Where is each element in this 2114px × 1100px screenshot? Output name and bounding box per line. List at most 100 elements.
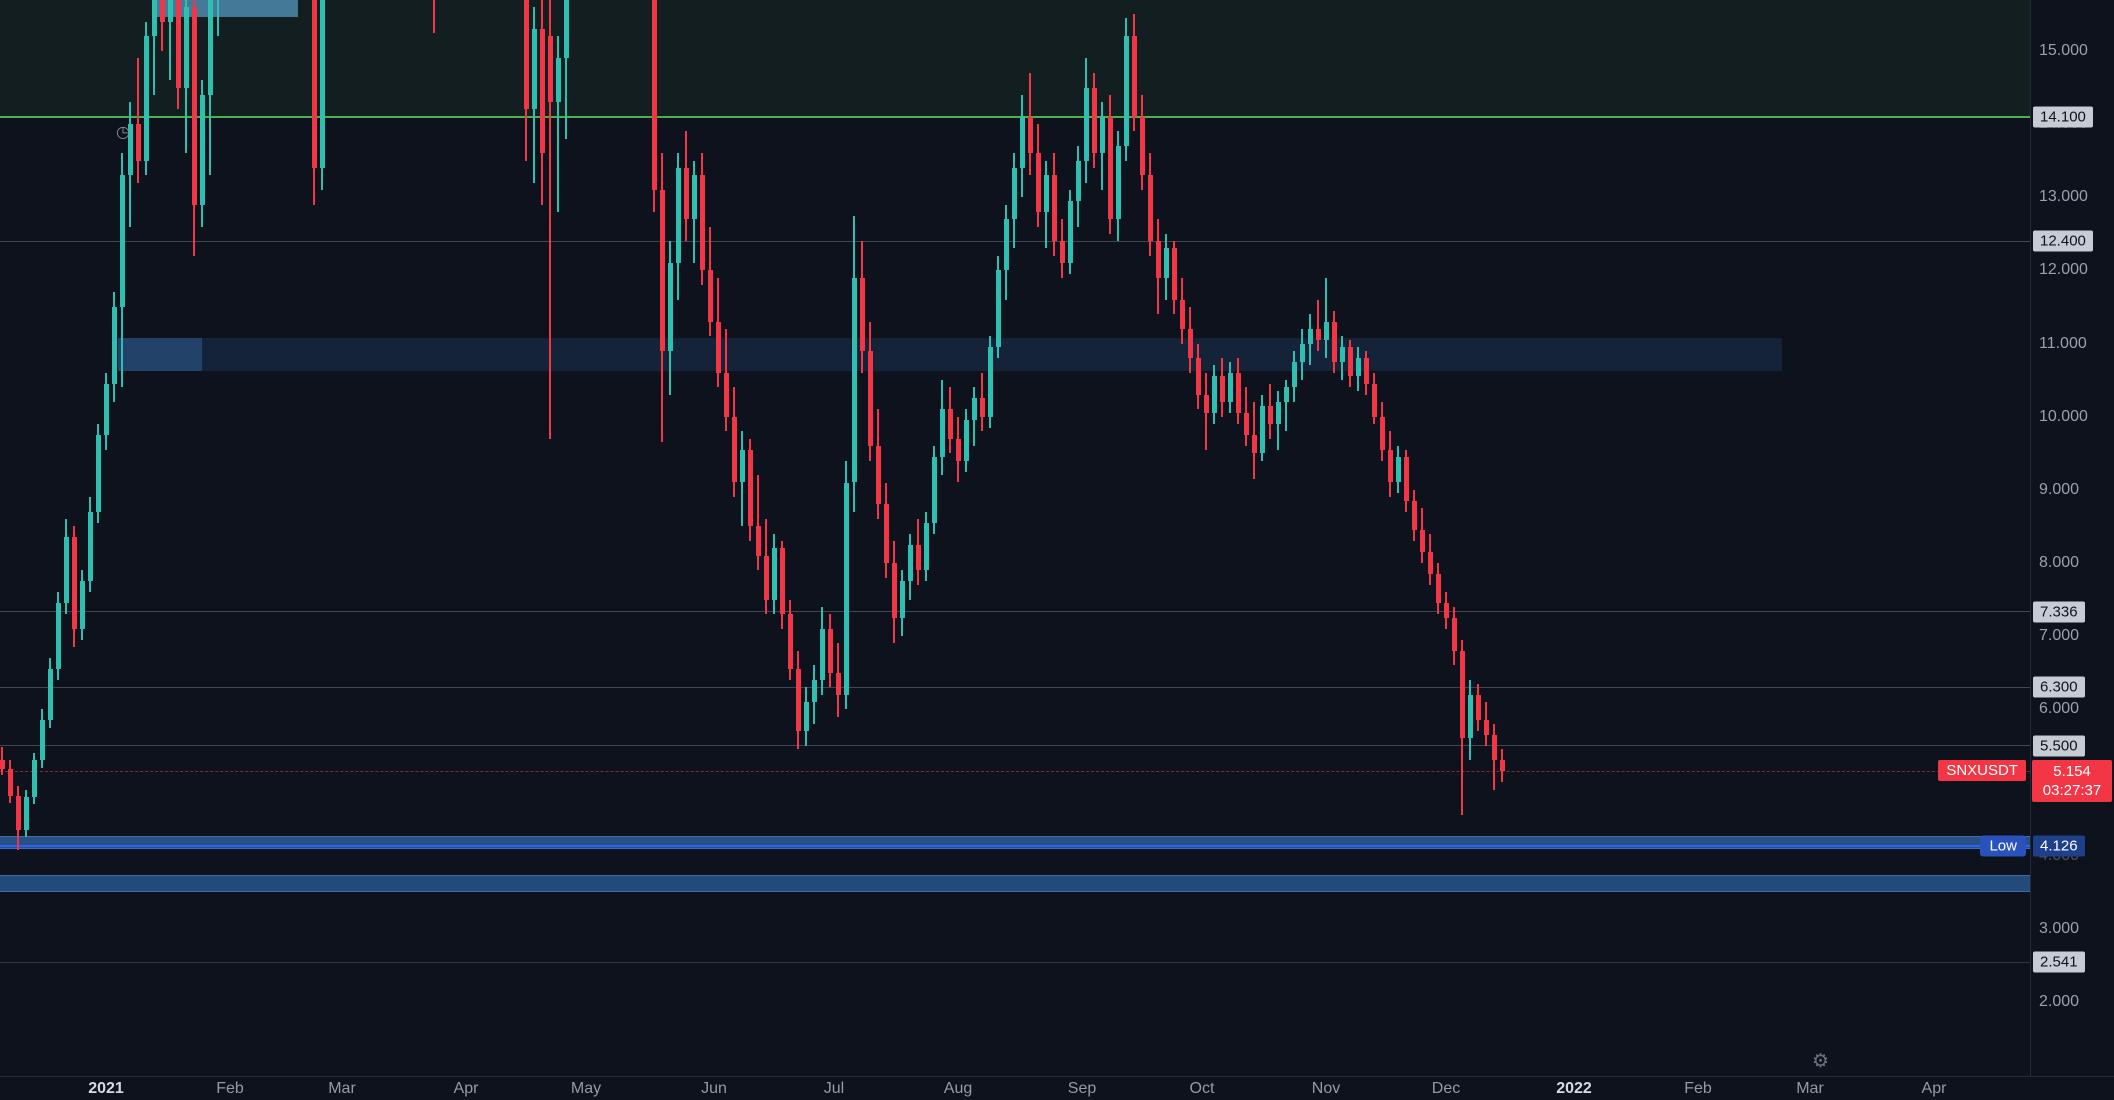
price-axis[interactable]: 15.00014.00013.00012.00011.00010.0009.00… (2031, 0, 2114, 1076)
time-tick-label[interactable]: May (570, 1080, 602, 1097)
horizontal-level-line[interactable] (0, 961, 2030, 963)
time-tick-label[interactable]: Apr (1921, 1080, 1947, 1097)
candle-body (995, 270, 1001, 348)
candle-body (859, 277, 865, 351)
symbol-price-flag[interactable]: SNXUSDT (1938, 760, 2026, 782)
supply-zone[interactable] (118, 337, 1782, 372)
candle-body (63, 537, 69, 604)
candle-wick (757, 475, 759, 571)
candle-body (539, 29, 545, 154)
time-tick-label[interactable]: Mar (1796, 1080, 1824, 1097)
candle-body (915, 544, 921, 571)
low-line[interactable] (0, 845, 2030, 848)
time-tick-label[interactable]: 2021 (88, 1080, 124, 1097)
candle-body (1331, 321, 1337, 362)
price-level-label[interactable]: 2.541 (2033, 951, 2085, 973)
price-level-label[interactable]: 5.500 (2033, 735, 2085, 757)
candle-body (1355, 358, 1361, 377)
time-tick-label[interactable]: Feb (216, 1080, 244, 1097)
price-level-label[interactable]: 4.126 (2033, 835, 2085, 857)
candle-body (675, 168, 681, 264)
axis-separator-vertical (2030, 0, 2031, 1076)
time-tick-label[interactable]: Mar (328, 1080, 356, 1097)
candle-body (819, 628, 825, 680)
candle-body (747, 449, 753, 527)
demand-band-upper[interactable] (0, 835, 2030, 850)
time-axis[interactable]: 2021 Feb Mar Apr May Jun Jul Aug Sep Oct Nov Dec 202… (0, 1077, 2114, 1100)
candle-wick (1325, 277, 1327, 359)
time-tick-label[interactable]: Apr (453, 1080, 479, 1097)
candle-body (851, 277, 857, 483)
chart-canvas[interactable]: SNXUSDT Low ◷ ⚙ (0, 0, 2030, 1076)
candle-body (135, 124, 141, 161)
candle-body (683, 168, 689, 220)
candle-body (1475, 694, 1481, 721)
horizontal-level-line[interactable] (0, 686, 2030, 688)
horizontal-level-line[interactable] (0, 611, 2030, 613)
supply-zone-origin[interactable] (118, 337, 202, 372)
candle-body (731, 416, 737, 483)
candle-body (1107, 116, 1113, 220)
candle-body (143, 36, 149, 161)
time-tick-label[interactable]: Jul (823, 1080, 845, 1097)
candle-body (103, 383, 109, 435)
time-tick-label[interactable]: Aug (943, 1080, 973, 1097)
candle-body (31, 760, 37, 797)
candle-body (175, 0, 181, 88)
candle-body (1387, 449, 1393, 483)
demand-band-lower[interactable] (0, 874, 2030, 892)
candle-body (827, 628, 833, 673)
candle-body (1091, 87, 1097, 154)
time-tick-label[interactable]: Jun (701, 1080, 727, 1097)
time-tick-label[interactable]: 2022 (1556, 1080, 1592, 1097)
candle-body (1323, 321, 1329, 340)
candle-body (1435, 573, 1441, 604)
candle-body (971, 398, 977, 421)
candle-body (1219, 376, 1225, 403)
candle-body (1027, 116, 1033, 154)
low-flag[interactable]: Low (1980, 835, 2026, 857)
candle-body (191, 7, 197, 205)
price-level-label[interactable]: 14.100 (2033, 106, 2093, 128)
time-tick-label[interactable]: Oct (1189, 1080, 1215, 1097)
candle-body (771, 548, 777, 600)
candle-body (1347, 347, 1353, 377)
time-tick-label[interactable]: Sep (1067, 1080, 1097, 1097)
candle-body (1379, 416, 1385, 450)
gear-icon[interactable]: ⚙ (1812, 1051, 1830, 1072)
candle-body (979, 398, 985, 417)
candle-body (715, 321, 721, 373)
price-level-label[interactable]: 6.300 (2033, 676, 2085, 698)
alert-clock-icon[interactable]: ◷ (116, 124, 130, 141)
candle-body (1275, 402, 1281, 424)
candle-body (319, 0, 325, 168)
candle-wick (169, 0, 171, 81)
price-tick-label: 3.000 (2039, 919, 2080, 937)
candle-body (523, 0, 529, 110)
candle-body (127, 124, 133, 176)
candle-body (1155, 241, 1161, 278)
candle-body (15, 795, 21, 830)
candle-body (955, 438, 961, 461)
price-level-label[interactable]: 12.400 (2033, 230, 2093, 252)
candle-body (1315, 328, 1321, 340)
candle-wick (1285, 380, 1287, 432)
last-price-label[interactable]: 5.154 03:27:37 (2032, 760, 2112, 803)
time-tick-label[interactable]: Dec (1431, 1080, 1461, 1097)
candle-body (963, 420, 969, 461)
horizontal-level-line[interactable] (0, 745, 2030, 747)
horizontal-level-line[interactable] (0, 115, 2030, 118)
time-tick-label[interactable]: Nov (1311, 1080, 1341, 1097)
candle-body (803, 701, 809, 732)
top-range-box[interactable] (154, 0, 298, 17)
candle-body (1451, 617, 1457, 651)
time-tick-label[interactable]: Feb (1684, 1080, 1712, 1097)
price-level-label[interactable]: 7.336 (2033, 601, 2085, 623)
horizontal-level-line[interactable] (0, 240, 2030, 242)
candle-body (907, 544, 913, 582)
candle-body (763, 555, 769, 600)
candle-wick (549, 0, 551, 439)
candle-body (1467, 694, 1473, 739)
price-tick-label: 2.000 (2039, 992, 2080, 1010)
